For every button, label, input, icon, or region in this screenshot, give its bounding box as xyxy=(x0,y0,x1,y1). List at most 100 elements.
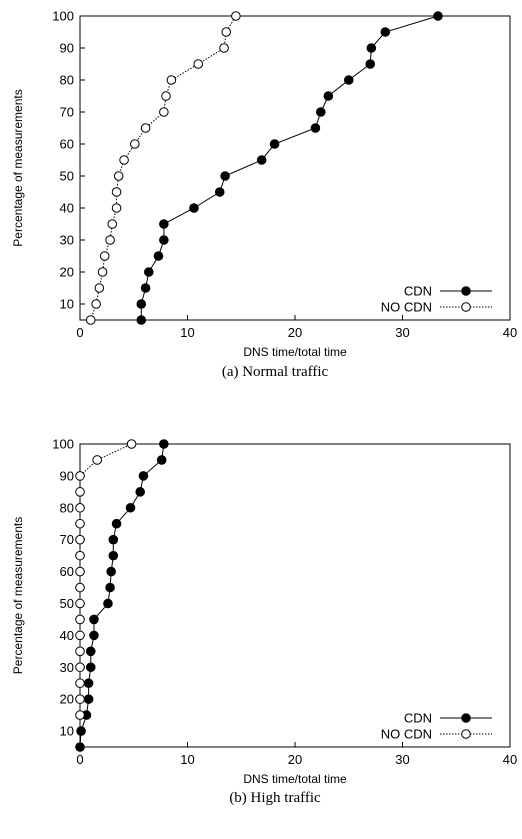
data-point xyxy=(153,251,164,261)
data-point xyxy=(189,203,199,213)
data-point xyxy=(108,534,119,545)
y-tick-label: 40 xyxy=(60,628,74,643)
data-point xyxy=(126,439,137,449)
legend-label: CDN xyxy=(404,284,432,299)
x-tick-label: 10 xyxy=(180,752,194,767)
series-no-cdn xyxy=(85,11,241,325)
plot-frame xyxy=(79,443,511,748)
y-tick-label: 80 xyxy=(60,73,74,88)
figure-caption: (a) Normal traffic xyxy=(222,364,329,380)
data-point xyxy=(219,43,229,53)
data-point xyxy=(75,646,85,657)
legend-label: NO CDN xyxy=(381,727,432,742)
data-point xyxy=(130,139,140,149)
series-no-cdn xyxy=(75,439,137,720)
y-tick-label: 50 xyxy=(60,169,74,184)
data-point xyxy=(75,598,85,609)
data-point xyxy=(91,299,101,309)
data-point xyxy=(119,155,129,165)
x-tick-label: 20 xyxy=(288,325,302,340)
data-point xyxy=(231,11,241,21)
y-tick-label: 60 xyxy=(60,564,74,579)
y-tick-label: 90 xyxy=(60,468,74,483)
y-tick-label: 10 xyxy=(60,724,74,739)
y-tick-label: 40 xyxy=(60,201,74,216)
data-point xyxy=(75,582,85,593)
plot-frame xyxy=(79,15,511,321)
data-point xyxy=(323,91,334,101)
data-point xyxy=(111,518,122,529)
data-point xyxy=(85,315,96,325)
series-cdn xyxy=(75,439,169,752)
x-tick-label: 30 xyxy=(395,325,409,340)
y-tick-label: 70 xyxy=(60,105,74,120)
data-point xyxy=(75,518,85,529)
data-point xyxy=(193,59,204,69)
data-point xyxy=(166,75,177,85)
x-tick-label: 0 xyxy=(76,752,83,767)
data-point xyxy=(111,187,122,197)
x-tick-label: 30 xyxy=(395,752,409,767)
data-point xyxy=(97,267,108,277)
data-point xyxy=(99,251,110,261)
x-tick-label: 40 xyxy=(503,752,517,767)
series-line xyxy=(140,15,439,320)
y-tick-label: 100 xyxy=(52,437,74,452)
data-point xyxy=(159,439,169,449)
data-point xyxy=(138,471,149,481)
data-point xyxy=(89,630,99,641)
data-point xyxy=(214,187,225,197)
data-point xyxy=(83,678,94,689)
data-point xyxy=(85,646,96,657)
data-point xyxy=(76,726,86,736)
data-point xyxy=(113,171,124,181)
data-point xyxy=(365,59,376,69)
y-tick-label: 50 xyxy=(60,596,74,611)
data-point xyxy=(140,283,151,293)
legend-marker xyxy=(461,729,471,739)
legend-marker xyxy=(461,302,471,312)
data-point xyxy=(316,107,326,117)
y-axis-label: Percentage of measurements xyxy=(11,89,25,246)
data-point xyxy=(75,742,85,752)
data-point xyxy=(159,107,169,117)
data-point xyxy=(75,630,85,641)
figure-caption: (b) High traffic xyxy=(229,790,321,806)
data-point xyxy=(380,27,391,37)
data-point xyxy=(343,75,354,85)
data-point xyxy=(140,123,151,133)
data-point xyxy=(136,315,147,325)
data-point xyxy=(220,171,230,181)
data-point xyxy=(106,566,116,577)
data-point xyxy=(83,694,94,704)
data-point xyxy=(221,27,231,37)
data-point xyxy=(85,662,96,673)
y-tick-label: 30 xyxy=(60,233,74,248)
data-point xyxy=(75,662,85,673)
data-point xyxy=(75,694,85,704)
data-point xyxy=(75,502,85,513)
data-point xyxy=(366,43,377,53)
y-tick-label: 60 xyxy=(60,137,74,152)
data-point xyxy=(144,267,154,277)
legend-label: CDN xyxy=(404,711,432,726)
series-line xyxy=(79,443,132,716)
data-point xyxy=(75,471,85,481)
data-point xyxy=(103,598,113,609)
data-point xyxy=(433,11,443,21)
data-point xyxy=(310,123,321,133)
series-line xyxy=(90,15,237,321)
legend-marker xyxy=(461,713,471,723)
y-tick-label: 10 xyxy=(60,297,74,312)
y-tick-label: 20 xyxy=(60,692,74,707)
series-cdn xyxy=(136,11,443,325)
data-point xyxy=(105,582,115,593)
y-tick-label: 80 xyxy=(60,500,74,515)
data-point xyxy=(159,219,169,229)
data-point xyxy=(75,678,85,689)
data-point xyxy=(125,502,136,513)
